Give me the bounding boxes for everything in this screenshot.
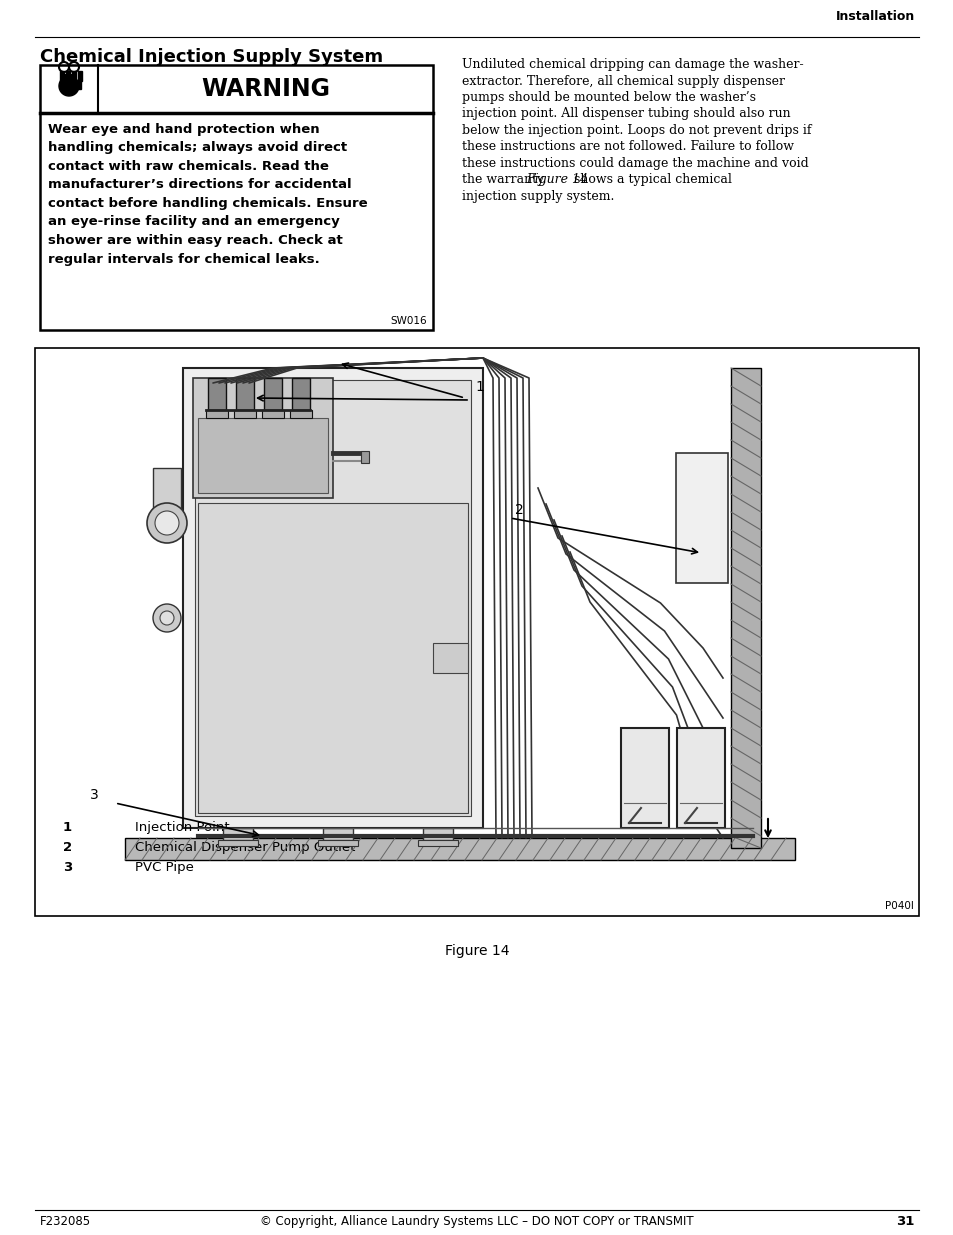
- Text: contact before handling chemicals. Ensure: contact before handling chemicals. Ensur…: [48, 198, 367, 210]
- Bar: [292, 378, 310, 410]
- Text: SW016: SW016: [390, 316, 427, 326]
- Text: P040I: P040I: [884, 902, 913, 911]
- Circle shape: [147, 503, 187, 543]
- Bar: [66, 70, 70, 82]
- Text: 31: 31: [895, 1215, 913, 1228]
- Bar: [676, 453, 727, 583]
- Bar: [60, 70, 64, 82]
- Text: Undiluted chemical dripping can damage the washer-: Undiluted chemical dripping can damage t…: [461, 58, 802, 70]
- Bar: [152, 468, 181, 529]
- Bar: [208, 378, 226, 410]
- Bar: [730, 368, 760, 848]
- Text: these instructions could damage the machine and void: these instructions could damage the mach…: [461, 157, 808, 170]
- Circle shape: [160, 611, 173, 625]
- Bar: [206, 410, 228, 417]
- Text: extractor. Therefore, all chemical supply dispenser: extractor. Therefore, all chemical suppl…: [461, 74, 784, 88]
- Bar: [317, 840, 357, 846]
- Text: 2: 2: [63, 841, 72, 853]
- Text: Installation: Installation: [835, 10, 914, 23]
- Text: 1: 1: [63, 821, 72, 834]
- Bar: [78, 70, 82, 82]
- Bar: [677, 727, 724, 827]
- Bar: [290, 410, 312, 417]
- Text: shows a typical chemical: shows a typical chemical: [570, 173, 731, 186]
- Text: Figure 14: Figure 14: [444, 944, 509, 958]
- Text: WARNING: WARNING: [201, 77, 330, 101]
- Text: F232085: F232085: [40, 1215, 91, 1228]
- Bar: [198, 417, 328, 493]
- Bar: [77, 82, 81, 89]
- Text: 3: 3: [63, 861, 72, 874]
- Text: 1: 1: [475, 380, 483, 394]
- Bar: [262, 410, 284, 417]
- Text: handling chemicals; always avoid direct: handling chemicals; always avoid direct: [48, 142, 347, 154]
- Text: an eye-rinse facility and an emergency: an eye-rinse facility and an emergency: [48, 215, 339, 228]
- Text: PVC Pipe: PVC Pipe: [135, 861, 193, 874]
- Text: Chemical Dispenser Pump Outlet: Chemical Dispenser Pump Outlet: [135, 841, 355, 853]
- Text: Figure 14: Figure 14: [525, 173, 587, 186]
- Text: Wear eye and hand protection when: Wear eye and hand protection when: [48, 124, 319, 136]
- Bar: [264, 378, 282, 410]
- Text: 3: 3: [90, 788, 99, 802]
- Bar: [233, 410, 255, 417]
- Bar: [193, 378, 333, 498]
- Circle shape: [152, 604, 181, 632]
- Circle shape: [59, 77, 79, 96]
- Bar: [183, 368, 482, 827]
- Circle shape: [154, 511, 179, 535]
- Bar: [71, 70, 76, 82]
- Bar: [194, 380, 471, 816]
- Text: injection point. All dispenser tubing should also run: injection point. All dispenser tubing sh…: [461, 107, 790, 121]
- Text: contact with raw chemicals. Read the: contact with raw chemicals. Read the: [48, 161, 329, 173]
- Text: injection supply system.: injection supply system.: [461, 190, 614, 203]
- Text: Injection Point: Injection Point: [135, 821, 230, 834]
- Bar: [223, 827, 253, 840]
- Bar: [35, 348, 918, 916]
- Text: © Copyright, Alliance Laundry Systems LLC – DO NOT COPY or TRANSMIT: © Copyright, Alliance Laundry Systems LL…: [260, 1215, 693, 1228]
- Text: these instructions are not followed. Failure to follow: these instructions are not followed. Fai…: [461, 141, 793, 153]
- Text: Chemical Injection Supply System: Chemical Injection Supply System: [40, 48, 383, 65]
- Text: regular intervals for chemical leaks.: regular intervals for chemical leaks.: [48, 252, 319, 266]
- Text: below the injection point. Loops do not prevent drips if: below the injection point. Loops do not …: [461, 124, 811, 137]
- Bar: [125, 839, 794, 860]
- Bar: [198, 503, 468, 813]
- Bar: [40, 65, 433, 330]
- Bar: [620, 727, 668, 827]
- Text: pumps should be mounted below the washer’s: pumps should be mounted below the washer…: [461, 91, 755, 104]
- Bar: [323, 827, 353, 840]
- Bar: [360, 451, 369, 463]
- Bar: [422, 827, 453, 840]
- Text: manufacturer’s directions for accidental: manufacturer’s directions for accidental: [48, 179, 352, 191]
- Bar: [218, 840, 257, 846]
- Bar: [433, 643, 468, 673]
- Text: 2: 2: [515, 503, 523, 517]
- Bar: [417, 840, 457, 846]
- Text: the warranty.: the warranty.: [461, 173, 546, 186]
- Text: shower are within easy reach. Check at: shower are within easy reach. Check at: [48, 233, 342, 247]
- Bar: [235, 378, 253, 410]
